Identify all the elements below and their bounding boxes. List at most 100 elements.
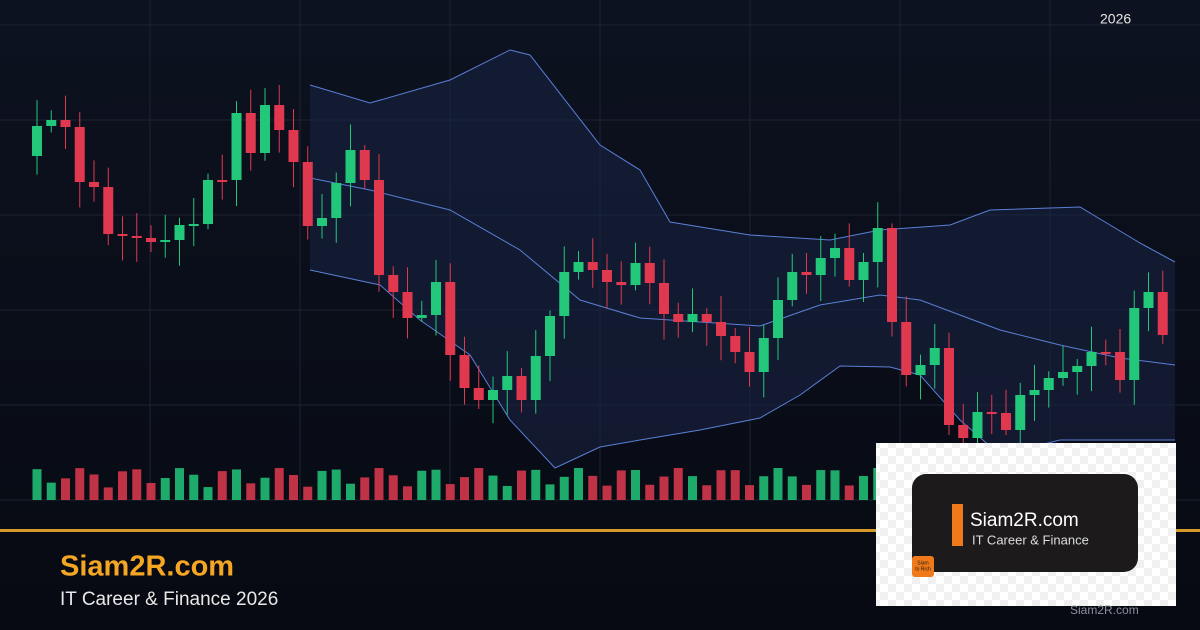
logo-name: Siam2R.com — [970, 510, 1079, 531]
candle-body — [830, 248, 840, 258]
volume-bar — [118, 471, 127, 500]
volume-bar — [445, 484, 455, 500]
candle-body — [915, 365, 926, 375]
candle-body — [587, 262, 598, 270]
candle-body — [773, 300, 783, 338]
candle-body — [374, 180, 384, 275]
candle-body — [716, 322, 726, 336]
candle-body — [416, 315, 427, 318]
candle-body — [302, 162, 313, 226]
candle-body — [431, 282, 441, 315]
volume-bar — [346, 483, 355, 500]
candle-body — [445, 282, 456, 355]
candle-body — [644, 263, 655, 283]
volume-bar — [859, 475, 868, 500]
volume-bar — [203, 487, 213, 500]
volume-bar — [331, 469, 341, 500]
volume-bar — [146, 482, 156, 500]
volume-bar — [759, 476, 769, 500]
candle-body — [488, 390, 498, 400]
candle-body — [1001, 413, 1011, 430]
volume-bar — [588, 475, 598, 500]
candle-body — [160, 240, 171, 242]
candle-body — [744, 352, 755, 372]
candle-body — [801, 272, 812, 275]
candle-body — [1129, 308, 1140, 380]
candle-body — [231, 113, 242, 180]
volume-bar — [403, 486, 412, 500]
candle-body — [174, 225, 185, 240]
candle-body — [1029, 390, 1040, 395]
volume-bar — [61, 478, 70, 500]
volume-bar — [246, 483, 256, 500]
candle-body — [1115, 352, 1125, 380]
candle-body — [787, 272, 798, 300]
candle-body — [929, 348, 940, 365]
candle-body — [74, 127, 85, 182]
volume-bar — [260, 477, 270, 500]
candle-body — [630, 263, 641, 285]
volume-bar — [374, 468, 384, 500]
candle-body — [46, 120, 57, 126]
badge-line2: to Rich — [915, 566, 931, 572]
candle-body — [1015, 395, 1026, 430]
volume-bar — [688, 476, 697, 500]
candle-body — [616, 282, 627, 285]
volume-bar — [274, 468, 284, 500]
candle-body — [188, 224, 199, 226]
logo-tagline: IT Career & Finance — [972, 532, 1089, 547]
volume-bar — [175, 468, 184, 500]
volume-bar — [460, 477, 469, 500]
candle-body — [559, 272, 570, 316]
volume-bar — [232, 469, 241, 500]
volume-bar — [716, 470, 726, 500]
candle-body — [887, 228, 897, 322]
volume-bar — [289, 475, 298, 500]
volume-bar — [545, 484, 555, 500]
volume-bar — [673, 468, 683, 500]
volume-bar — [616, 470, 626, 500]
volume-bar — [189, 474, 199, 500]
candle-body — [673, 314, 684, 322]
candle-body — [402, 292, 413, 318]
logo-watermark: Siam2R.com IT Career & Finance Siam to R… — [876, 443, 1176, 606]
candle-body — [872, 228, 883, 262]
candle-body — [1072, 366, 1083, 372]
candle-body — [89, 182, 99, 187]
volume-bar — [388, 475, 398, 500]
candle-body — [901, 322, 912, 375]
brand-tagline: IT Career & Finance 2026 — [60, 589, 278, 610]
volume-bar — [659, 476, 669, 500]
volume-bar — [75, 468, 85, 500]
volume-bar — [488, 475, 498, 500]
candle-body — [1157, 292, 1168, 335]
volume-bar — [702, 485, 712, 500]
candle-body — [288, 130, 299, 162]
candle-body — [32, 126, 42, 156]
candle-body — [659, 283, 669, 314]
band-upper — [309, 49, 1176, 263]
candle-body — [701, 314, 712, 322]
candle-body — [131, 236, 142, 238]
candle-body — [516, 376, 527, 400]
candle-body — [958, 425, 969, 438]
candle-body — [602, 270, 612, 282]
candle-body — [502, 376, 513, 390]
candle-body — [986, 412, 997, 414]
volume-bar — [317, 470, 327, 500]
volume-bar — [160, 478, 170, 500]
volume-bar — [531, 469, 541, 500]
volume-bar — [132, 469, 142, 500]
candle-body — [103, 187, 114, 234]
volume-bar — [303, 486, 313, 500]
volume-bar — [745, 485, 754, 500]
volume-bar — [602, 485, 612, 500]
volume-bar — [502, 485, 512, 500]
divider-line — [0, 529, 1200, 532]
volume-bar — [787, 476, 797, 500]
volume-bar — [773, 468, 783, 500]
band-middle — [309, 177, 1176, 366]
candle-body — [60, 120, 71, 127]
volume-bar — [645, 484, 655, 500]
